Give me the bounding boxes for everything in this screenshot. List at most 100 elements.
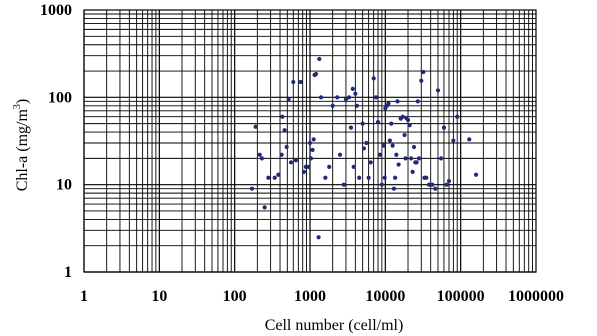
x-tick-label: 1 <box>80 288 88 305</box>
data-point <box>280 114 285 119</box>
plot-frame <box>83 9 537 273</box>
x-tick-labels: 1 10 100 1000 10000 100000 1000000 <box>80 288 564 305</box>
data-point <box>379 182 384 187</box>
data-point <box>382 175 387 180</box>
data-point <box>381 143 386 148</box>
data-point <box>426 182 432 187</box>
data-point <box>409 156 414 161</box>
data-point <box>435 88 441 93</box>
data-point <box>439 156 444 161</box>
data-point <box>430 182 435 187</box>
data-point <box>307 140 313 146</box>
data-point <box>390 143 395 148</box>
data-point <box>400 114 405 119</box>
y-axis-label-close: ) <box>14 99 31 104</box>
data-point <box>301 169 307 175</box>
x-tick-label: 10 <box>151 288 167 305</box>
data-point <box>451 138 456 143</box>
data-point <box>368 160 373 165</box>
data-point <box>371 76 376 81</box>
data-point <box>279 152 284 157</box>
data-points <box>249 56 479 240</box>
data-point <box>360 121 365 126</box>
data-point <box>337 152 343 157</box>
y-tick-label: 10 <box>56 177 72 194</box>
y-axis-label: Chl-a (mg/m3) <box>12 99 31 192</box>
data-point <box>389 121 394 126</box>
data-point <box>306 164 311 169</box>
data-point <box>351 164 356 169</box>
x-tick-label: 100 <box>223 288 247 305</box>
data-point <box>424 175 429 180</box>
x-tick-label: 100000 <box>437 288 485 305</box>
data-point <box>249 186 255 191</box>
data-point <box>441 125 447 130</box>
data-point <box>411 144 417 150</box>
data-point <box>455 114 460 119</box>
data-point <box>318 95 324 100</box>
data-point <box>446 178 452 184</box>
x-tick-label: 1000000 <box>508 288 564 305</box>
data-point <box>395 99 400 104</box>
data-point <box>361 146 367 151</box>
data-point <box>348 125 354 130</box>
data-point <box>373 95 379 100</box>
data-point <box>353 91 358 96</box>
data-point <box>330 103 335 108</box>
data-point <box>387 138 393 143</box>
data-point <box>335 95 340 100</box>
data-point <box>473 172 479 177</box>
data-point <box>259 156 265 161</box>
data-point <box>366 175 371 180</box>
data-point <box>311 137 316 142</box>
data-point <box>313 71 319 77</box>
data-point <box>276 172 281 177</box>
grid-lines <box>83 10 536 273</box>
data-point <box>310 147 315 153</box>
data-point <box>316 235 321 240</box>
y-tick-label: 1 <box>64 264 72 281</box>
data-point <box>298 79 303 85</box>
data-point <box>323 175 328 180</box>
data-point <box>402 132 407 138</box>
data-point <box>403 156 408 161</box>
data-point <box>284 144 289 150</box>
data-point <box>419 78 424 83</box>
x-tick-label: 10000 <box>365 288 405 305</box>
x-axis-label: Cell number (cell/ml) <box>265 317 404 334</box>
data-point <box>396 162 401 167</box>
data-point <box>391 186 397 191</box>
data-point <box>308 156 314 161</box>
y-tick-label: 1000 <box>40 2 72 19</box>
data-point <box>288 160 294 165</box>
y-axis-label-main: Chl-a (mg/m <box>14 109 31 192</box>
data-point <box>415 99 420 104</box>
x-tick-label: 1000 <box>294 288 326 305</box>
data-point <box>364 140 369 146</box>
data-point <box>386 101 391 106</box>
data-point <box>354 103 360 108</box>
data-point <box>414 160 419 165</box>
data-point <box>444 182 449 187</box>
data-point <box>407 123 412 128</box>
data-point <box>293 158 299 163</box>
data-point <box>343 97 349 102</box>
data-point <box>253 124 258 129</box>
data-point <box>327 164 332 169</box>
data-point <box>291 79 296 85</box>
data-point <box>377 152 383 157</box>
data-point <box>394 152 399 157</box>
y-tick-label: 100 <box>48 89 72 106</box>
data-point <box>467 137 472 142</box>
data-point <box>346 95 352 100</box>
data-point <box>341 182 346 187</box>
data-point <box>410 169 415 175</box>
data-point <box>350 86 355 91</box>
data-point <box>317 56 322 62</box>
data-point <box>433 186 438 191</box>
data-point <box>393 175 398 180</box>
data-point <box>262 205 267 210</box>
data-point <box>286 97 291 102</box>
y-axis-label-superscript: 3 <box>12 104 23 109</box>
